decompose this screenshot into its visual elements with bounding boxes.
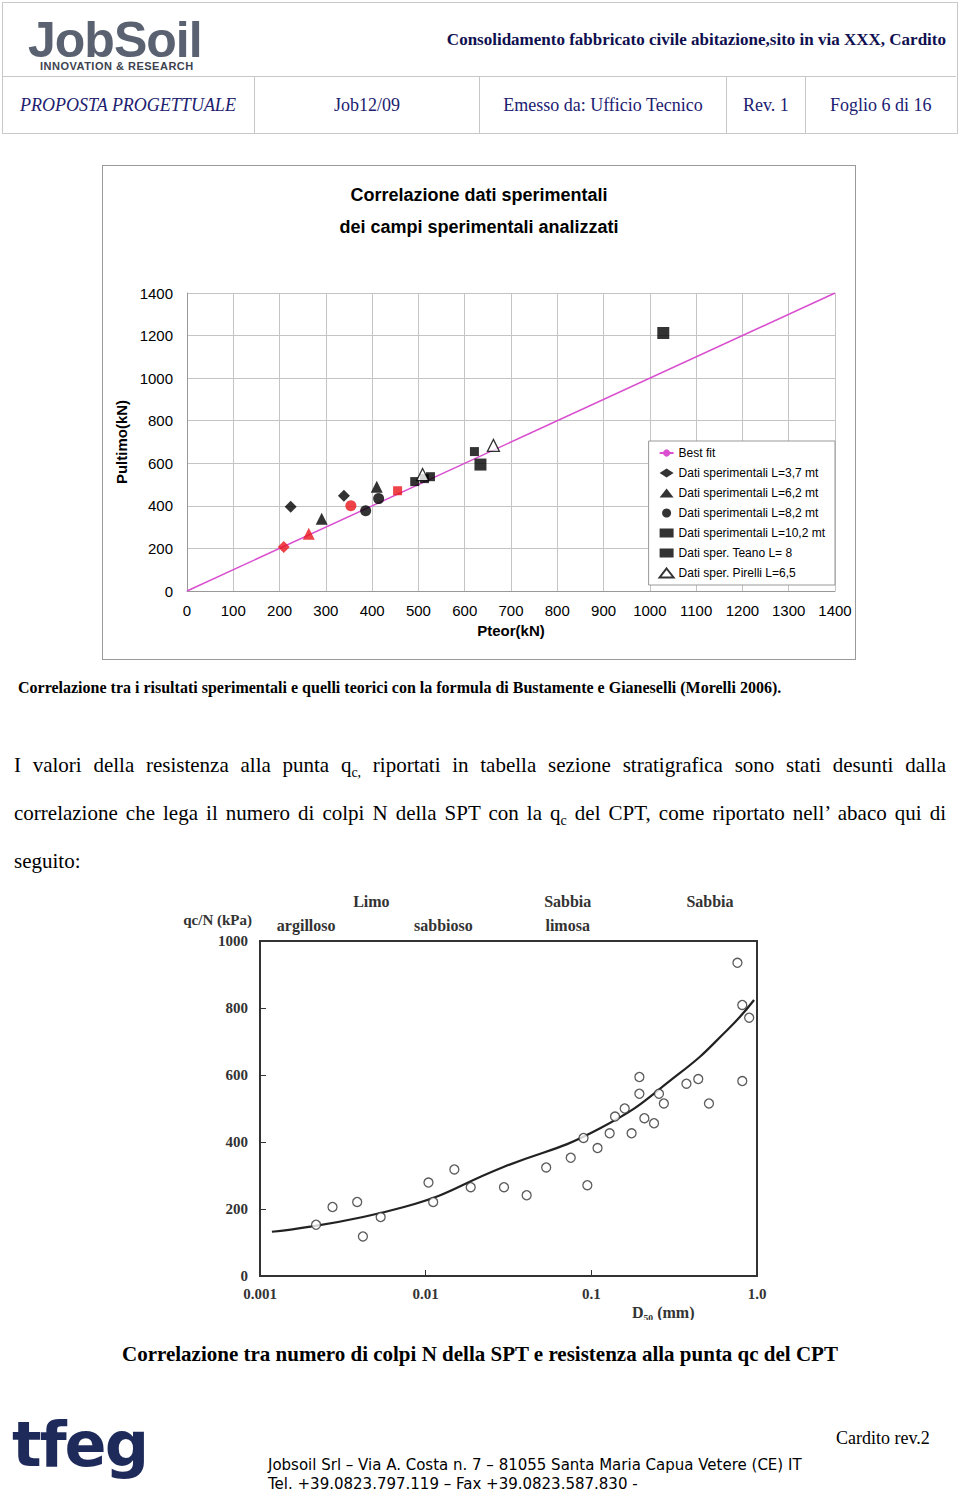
svg-text:Best fit: Best fit (679, 446, 716, 460)
svg-text:300: 300 (313, 602, 338, 619)
html-text:JobSoil: JobSoil (28, 12, 202, 68)
svg-text:800: 800 (148, 412, 173, 429)
svg-text:Dati sperimentali L=3,7 mt: Dati sperimentali L=3,7 mt (679, 466, 819, 480)
svg-text:qc/N (kPa): qc/N (kPa) (183, 912, 252, 929)
svg-text:0: 0 (165, 583, 173, 600)
svg-text:800: 800 (545, 602, 570, 619)
svg-text:500: 500 (406, 602, 431, 619)
svg-text:1000: 1000 (140, 370, 173, 387)
svg-text:400: 400 (148, 497, 173, 514)
svg-text:Dati sperimentali L=6,2 mt: Dati sperimentali L=6,2 mt (679, 486, 819, 500)
svg-text:0: 0 (241, 1268, 249, 1284)
svg-text:1400: 1400 (140, 285, 173, 302)
svg-text:sabbioso: sabbioso (414, 917, 473, 934)
svg-text:600: 600 (452, 602, 477, 619)
svg-text:1200: 1200 (140, 327, 173, 344)
svg-text:Dati sper. Pirelli L=6,5: Dati sper. Pirelli L=6,5 (679, 566, 796, 580)
html-text:tfeg: tfeg (12, 1408, 147, 1481)
svg-text:200: 200 (148, 540, 173, 557)
html-text:I valori della resistenza alla: I valori della resistenza alla punta qc,… (14, 753, 946, 874)
svg-text:limosa: limosa (545, 917, 589, 934)
svg-text:Dati sperimentali L=10,2 mt: Dati sperimentali L=10,2 mt (679, 526, 826, 540)
svg-text:dei campi sperimentali analizz: dei campi sperimentali analizzati (339, 217, 618, 237)
html-text:Tel. +39.0823.797.119 – Fax +3: Tel. +39.0823.797.119 – Fax +39.0823.587… (268, 1475, 638, 1493)
svg-text:400: 400 (360, 602, 385, 619)
svg-text:1400: 1400 (818, 602, 851, 619)
svg-text:Sabbia: Sabbia (686, 893, 733, 910)
html-text:Cardito rev.2: Cardito rev.2 (836, 1428, 930, 1448)
svg-text:600: 600 (226, 1067, 249, 1083)
svg-text:0: 0 (183, 602, 191, 619)
svg-text:800: 800 (226, 1000, 249, 1016)
svg-text:900: 900 (591, 602, 616, 619)
svg-text:argilloso: argilloso (277, 917, 336, 935)
svg-text:Dati sperimentali L=8,2 mt: Dati sperimentali L=8,2 mt (679, 506, 819, 520)
svg-text:Pultimo(kN): Pultimo(kN) (113, 400, 130, 484)
svg-text:1100: 1100 (680, 602, 712, 619)
html-text:Consolidamento fabbricato civi: Consolidamento fabbricato civile abitazi… (446, 30, 946, 49)
svg-text:Correlazione dati sperimentali: Correlazione dati sperimentali (350, 185, 607, 205)
svg-text:1000: 1000 (633, 602, 666, 619)
html-text:Correlazione tra i risultati s: Correlazione tra i risultati sperimental… (18, 679, 782, 696)
svg-text:0.1: 0.1 (582, 1286, 601, 1302)
svg-text:1.0: 1.0 (748, 1286, 767, 1302)
svg-text:1200: 1200 (726, 602, 759, 619)
html-text:INNOVATION & RESEARCH: INNOVATION & RESEARCH (40, 60, 194, 72)
html-text:Emesso da: Ufficio Tecnico: Emesso da: Ufficio Tecnico (503, 95, 703, 115)
svg-text:100: 100 (221, 602, 246, 619)
svg-text:200: 200 (267, 602, 292, 619)
html-text:Correlazione tra numero di col: Correlazione tra numero di colpi N della… (122, 1342, 838, 1366)
svg-text:1300: 1300 (772, 602, 805, 619)
html-text:Foglio 6 di 16: Foglio 6 di 16 (830, 95, 932, 115)
svg-text:0.01: 0.01 (413, 1286, 439, 1302)
html-text:PROPOSTA PROGETTUALE: PROPOSTA PROGETTUALE (20, 95, 236, 115)
html-text:Jobsoil Srl – Via A. Costa n.: Jobsoil Srl – Via A. Costa n. 7 – 81055 … (268, 1456, 802, 1474)
html-text:Rev. 1: Rev. 1 (742, 95, 789, 115)
svg-text:Dati sper. Teano L= 8: Dati sper. Teano L= 8 (679, 546, 793, 560)
svg-text:600: 600 (148, 455, 173, 472)
svg-text:0.001: 0.001 (243, 1286, 277, 1302)
html-text:Job12/09: Job12/09 (334, 95, 400, 115)
svg-text:D₅₀ (mm): D₅₀ (mm) (632, 1304, 694, 1321)
svg-text:700: 700 (498, 602, 523, 619)
svg-text:200: 200 (226, 1201, 249, 1217)
svg-text:Limo: Limo (353, 893, 389, 910)
svg-text:400: 400 (226, 1134, 249, 1150)
svg-text:Sabbia: Sabbia (544, 893, 591, 910)
svg-text:Pteor(kN): Pteor(kN) (477, 622, 545, 639)
svg-text:1000: 1000 (218, 933, 248, 949)
